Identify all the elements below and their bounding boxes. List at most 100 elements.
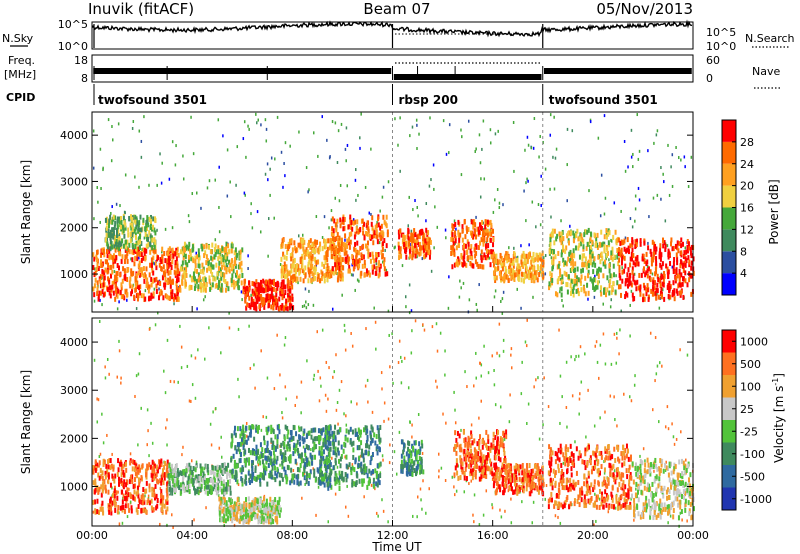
- heat-cell: [93, 283, 96, 289]
- heat-cell: [92, 265, 95, 271]
- noise-cell: [172, 525, 174, 529]
- heat-cell: [342, 216, 345, 222]
- heat-cell: [310, 252, 313, 258]
- heat-cell: [635, 261, 638, 267]
- noise-cell: [494, 289, 497, 293]
- heat-cell: [643, 258, 646, 264]
- heat-cell: [119, 216, 122, 222]
- heat-cell: [179, 490, 182, 496]
- heat-cell: [108, 265, 111, 271]
- heat-cell: [179, 470, 182, 476]
- noise-cell: [360, 112, 362, 116]
- heat-cell: [152, 507, 155, 513]
- noise-cell: [608, 258, 610, 262]
- noise-cell: [404, 295, 407, 299]
- heat-cell: [232, 264, 235, 270]
- noise-cell: [547, 405, 550, 409]
- heat-cell: [131, 466, 134, 472]
- heat-cell: [662, 282, 665, 288]
- heat-cell: [190, 284, 193, 290]
- heat-cell: [425, 227, 428, 233]
- heat-cell: [152, 216, 155, 222]
- heat-cell: [240, 510, 243, 516]
- noise-cell: [354, 178, 357, 182]
- heat-cell: [646, 283, 649, 289]
- noise-cell: [347, 514, 350, 518]
- heat-cell: [254, 282, 257, 288]
- noise-cell: [194, 396, 197, 400]
- heat-cell: [527, 269, 530, 275]
- noise-cell: [430, 178, 432, 182]
- heat-cell: [517, 276, 520, 282]
- heat-cell: [416, 249, 419, 255]
- noise-cell: [97, 200, 99, 204]
- heat-cell: [106, 241, 109, 247]
- noise-cell: [187, 214, 190, 218]
- heat-cell: [218, 473, 221, 479]
- heat-cell: [152, 278, 155, 284]
- heat-cell: [257, 289, 260, 295]
- noise-cell: [453, 219, 456, 223]
- heat-cell: [334, 222, 337, 228]
- heat-cell: [244, 293, 247, 299]
- noise-cell: [328, 366, 330, 370]
- heat-cell: [555, 236, 558, 242]
- heat-cell: [185, 281, 188, 287]
- heat-cell: [233, 474, 236, 480]
- heat-cell: [517, 263, 520, 269]
- heat-cell: [314, 249, 317, 255]
- heat-cell: [378, 267, 381, 273]
- noise-cell: [289, 144, 291, 148]
- noise-cell: [478, 133, 481, 137]
- noise-cell: [610, 298, 613, 302]
- noise-cell: [559, 521, 562, 525]
- noise-cell: [193, 518, 195, 522]
- heat-cell: [144, 226, 147, 232]
- noise-cell: [204, 357, 206, 361]
- heat-cell: [107, 262, 110, 268]
- heat-cell: [513, 251, 516, 257]
- heat-cell: [483, 236, 486, 242]
- heat-cell: [310, 434, 313, 440]
- heat-cell: [108, 285, 111, 291]
- heat-cell: [110, 506, 113, 512]
- noise-cell: [182, 154, 184, 158]
- heat-cell: [276, 519, 279, 525]
- heat-cell: [128, 280, 131, 286]
- heat-cell: [234, 247, 237, 253]
- noise-cell: [220, 435, 222, 439]
- noise-cell: [236, 145, 239, 149]
- heat-cell: [285, 298, 288, 304]
- heat-cell: [94, 478, 97, 484]
- noise-cell: [578, 412, 580, 416]
- heat-cell: [608, 230, 611, 236]
- heat-cell: [116, 270, 119, 276]
- heat-cell: [121, 278, 124, 284]
- heat-cell: [381, 253, 384, 259]
- heat-cell: [474, 259, 477, 265]
- heat-cell: [209, 484, 212, 490]
- noise-cell: [161, 161, 163, 165]
- heat-cell: [528, 267, 531, 273]
- heat-cell: [160, 477, 163, 483]
- heat-cell: [202, 269, 205, 275]
- heat-cell: [130, 474, 133, 480]
- heat-cell: [504, 266, 507, 272]
- noise-cell: [454, 421, 457, 425]
- heat-cell: [219, 278, 222, 284]
- noise-cell: [177, 380, 179, 384]
- heat-cell: [326, 257, 329, 263]
- heat-cell: [163, 464, 166, 470]
- heat-cell: [635, 286, 638, 292]
- heat-cell: [406, 234, 409, 240]
- heat-cell: [309, 263, 312, 269]
- noise-cell: [382, 260, 384, 264]
- noise-cell: [491, 354, 494, 358]
- heat-cell: [331, 216, 334, 222]
- heat-cell: [618, 272, 621, 278]
- heat-cell: [365, 231, 368, 237]
- heat-cell: [323, 244, 326, 250]
- noise-cell: [451, 475, 454, 479]
- heat-cell: [254, 293, 257, 299]
- noise-cell: [168, 177, 171, 181]
